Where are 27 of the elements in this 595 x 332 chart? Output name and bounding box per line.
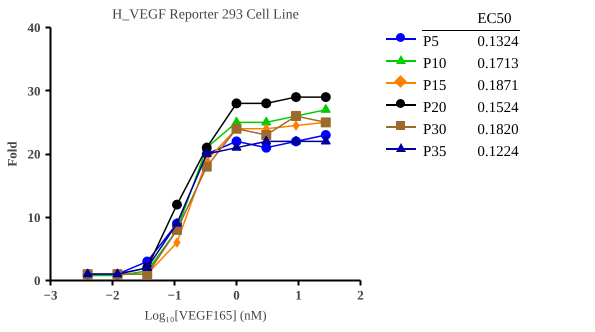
text: 0.1224 [476, 143, 520, 162]
legend-label: P5 [422, 33, 440, 52]
y-tick-label: 0 [34, 273, 40, 288]
x-tick-label: 0 [233, 288, 240, 302]
text: 0.1820 [476, 121, 520, 140]
legend-label: P15 [422, 77, 448, 96]
text: 0.1524 [476, 99, 520, 118]
text: 0.1871 [476, 77, 520, 96]
x-tick-label: 2 [357, 288, 364, 302]
y-tick-label: 30 [28, 83, 40, 98]
y-tick-label: 40 [28, 20, 40, 35]
legend-title: EC50 [476, 8, 520, 30]
x-tick-label: −1 [168, 288, 182, 302]
x-tick-label: 1 [295, 288, 302, 302]
chart-title: H_VEGF Reporter 293 Cell Line [112, 8, 299, 22]
legend-label: P20 [422, 99, 448, 118]
text: 0.1324 [476, 33, 520, 52]
y-tick-label: 10 [28, 210, 40, 225]
legend-label: P35 [422, 143, 448, 162]
x-tick-label: −2 [106, 288, 120, 302]
y-tick-label: 20 [28, 146, 40, 162]
legend-label: P30 [422, 121, 448, 140]
text: 0.1713 [476, 55, 520, 74]
x-tick-label: −3 [44, 288, 58, 302]
x-axis-title: Log₁₀[VEGF165] (nM) [144, 308, 267, 322]
y-axis-title: Fold [4, 140, 20, 167]
legend-label: P10 [422, 55, 448, 74]
